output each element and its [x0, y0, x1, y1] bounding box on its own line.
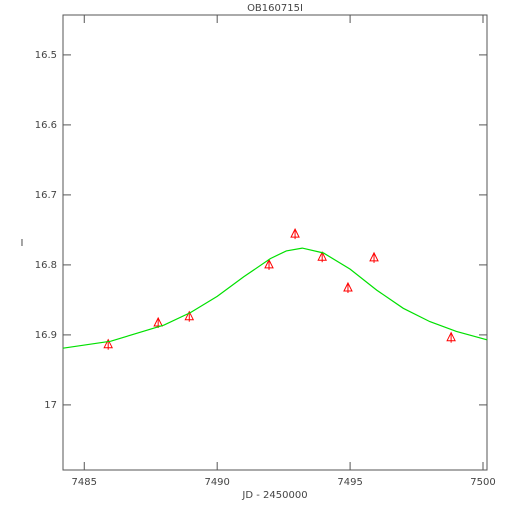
model-curve [62, 247, 488, 349]
data-point [264, 258, 274, 270]
x-tick-label: 7490 [204, 477, 229, 488]
y-tick-label: 16.9 [35, 330, 57, 341]
y-axis-label: I [21, 238, 24, 249]
x-tick-label: 7500 [470, 477, 495, 488]
x-tick-label: 7485 [72, 477, 97, 488]
data-point [343, 281, 353, 293]
data-point [369, 251, 379, 263]
x-tick-label: 7495 [337, 477, 362, 488]
plot-frame [62, 14, 488, 471]
y-tick-label: 16.8 [35, 260, 57, 271]
data-point [290, 227, 300, 240]
data-point [446, 331, 456, 343]
y-tick-label: 16.5 [35, 50, 57, 61]
y-tick-label: 16.7 [35, 190, 57, 201]
data-point [317, 251, 327, 263]
x-axis-label: JD - 2450000 [241, 490, 307, 501]
y-tick-label: 16.6 [35, 120, 57, 131]
chart-title: OB160715I [247, 3, 303, 14]
y-tick-label: 17 [44, 400, 57, 411]
